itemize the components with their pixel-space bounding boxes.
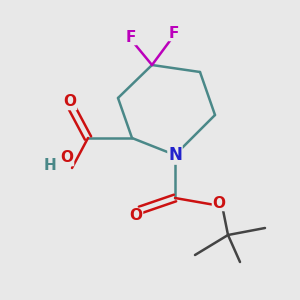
Text: O: O (61, 151, 74, 166)
Text: O: O (64, 94, 76, 110)
Text: N: N (168, 146, 182, 164)
Text: O: O (212, 196, 226, 211)
Text: H: H (44, 158, 56, 172)
Text: F: F (126, 29, 136, 44)
Text: F: F (169, 26, 179, 40)
Text: O: O (130, 208, 142, 224)
